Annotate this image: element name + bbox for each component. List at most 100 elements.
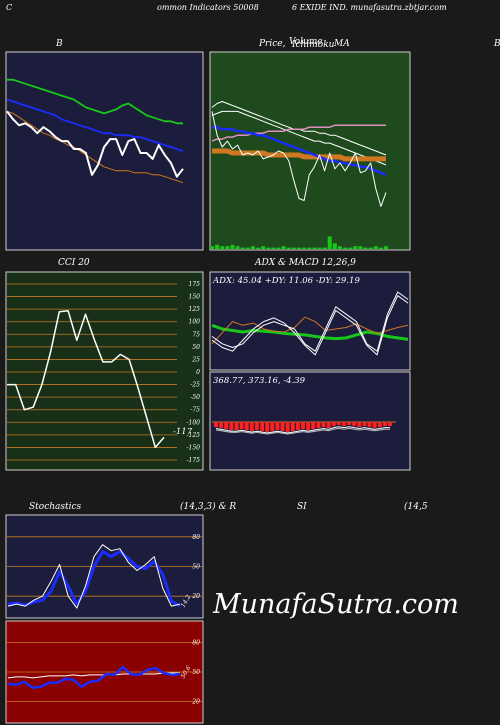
volume-bar [266,247,271,249]
cci-tick-label: 50 [192,344,200,351]
volume-bar [271,247,276,249]
macd-bar [239,422,244,429]
volume-bar [302,247,307,249]
macd-bar [224,422,229,429]
macd-bar [357,422,362,427]
bb-series-0-line [7,78,183,125]
macd-bar [214,422,218,427]
volume-bar [215,244,220,249]
stoch-series-1-line [7,544,181,609]
macd-bar [254,422,259,430]
ichimoku-title: Ichimoku [292,40,335,50]
stoch-tick-label: 20 [191,593,200,600]
rsi-tick-label: 20 [191,698,200,705]
macd-bar [311,422,316,429]
price-series-5-line [211,111,387,207]
macd-bar [229,422,234,430]
watermark: MunafaSutra.com [213,589,459,620]
volume-bar [337,246,342,249]
stoch-tick-label: 50 [192,564,200,571]
volume-bar [210,246,214,249]
volume-bar [261,246,266,249]
macd-bar [301,422,305,429]
rsi-series-1-line [7,665,181,689]
volume-bar [368,247,373,249]
bb-series-2-line [6,110,184,184]
volume-bar [327,236,332,249]
stochastics-params: (14,3,3) & R [180,502,237,512]
adx-series-1-line [211,316,409,345]
adx-series-2-line [211,291,409,352]
volume-bar [343,247,348,249]
macd-bar [280,422,285,431]
cci-tick-label: -150 [187,444,201,451]
macd-bar [362,422,367,426]
bb-title: B [56,39,63,49]
macd-values-label: 368.77, 373.16, -4.39 [213,376,306,386]
macd-bar [234,422,239,430]
macd-bar [249,422,254,431]
cci-line [7,309,165,449]
macd-bar [244,422,249,430]
volume-bar [286,247,291,249]
volume-bar [256,247,261,249]
adx-values-label: ADX: 45.04 +DY: 11.06 -DY: 29.19 [212,276,360,286]
stoch-tick-label: 80 [192,534,200,541]
volume-bar [317,247,322,249]
adx-macd-title: ADX & MACD 12,26,9 [255,258,356,268]
edge-title: B [494,39,500,49]
volume-bar [240,247,245,249]
macd-bar [367,422,372,427]
volume-bar [384,246,388,249]
macd-bar [347,422,352,425]
rsi-tick-label: 50 [192,669,200,676]
macd-panel-frame [209,371,411,471]
macd-bar [321,422,326,427]
cci-tick-label: -175 [187,457,201,464]
volume-bar [312,247,317,249]
cci-tick-label: 75 [192,331,200,338]
macd-bar [336,422,341,425]
cci-tick-label: -50 [190,394,200,401]
macd-line [215,426,390,434]
volume-bar [332,243,337,249]
price-series-1-line [211,110,387,166]
volume-bar [250,246,255,249]
macd-bar [275,422,280,430]
cci-tick-label: 100 [189,319,201,326]
price-title: Price, [259,39,286,49]
rsi-title: SI [297,502,307,512]
header-right: 6 EXIDE IND. munafasutra.zbtjar.com [292,3,447,12]
macd-bar [388,422,392,426]
bb-series-1-line [6,98,184,152]
volume-bar [225,246,230,249]
volume-bar [291,247,296,249]
header-left: C [6,3,13,12]
volume-bar [378,247,383,249]
cci-tick-label: -75 [190,407,200,414]
macd-bar [306,422,311,430]
volume-title: Volume [289,37,323,47]
macd-bar [285,422,290,432]
adx-series-3-line [211,295,409,356]
cci-last-value: -117 [173,427,193,437]
volume-bar [220,246,225,249]
volume-bar [358,246,363,249]
cci-tick-label: -125 [187,432,201,439]
macd-bar [316,422,321,428]
rsi-series-0-line [7,672,180,679]
macd-bar [270,422,275,431]
macd-bar [219,422,224,428]
macd-bar [326,422,331,428]
bb-panel-frame [5,51,204,251]
adx-panel-frame [209,271,411,371]
cci-tick-label: 175 [189,281,201,288]
price-series-4-line [212,125,387,176]
rsi-params: (14,5 [404,502,428,512]
cci-tick-label: 25 [191,356,200,363]
macd-bar [265,422,270,432]
rsi-tick-label: 80 [192,640,200,647]
cci-tick-label: 0 [196,369,200,376]
volume-bar [348,247,353,249]
